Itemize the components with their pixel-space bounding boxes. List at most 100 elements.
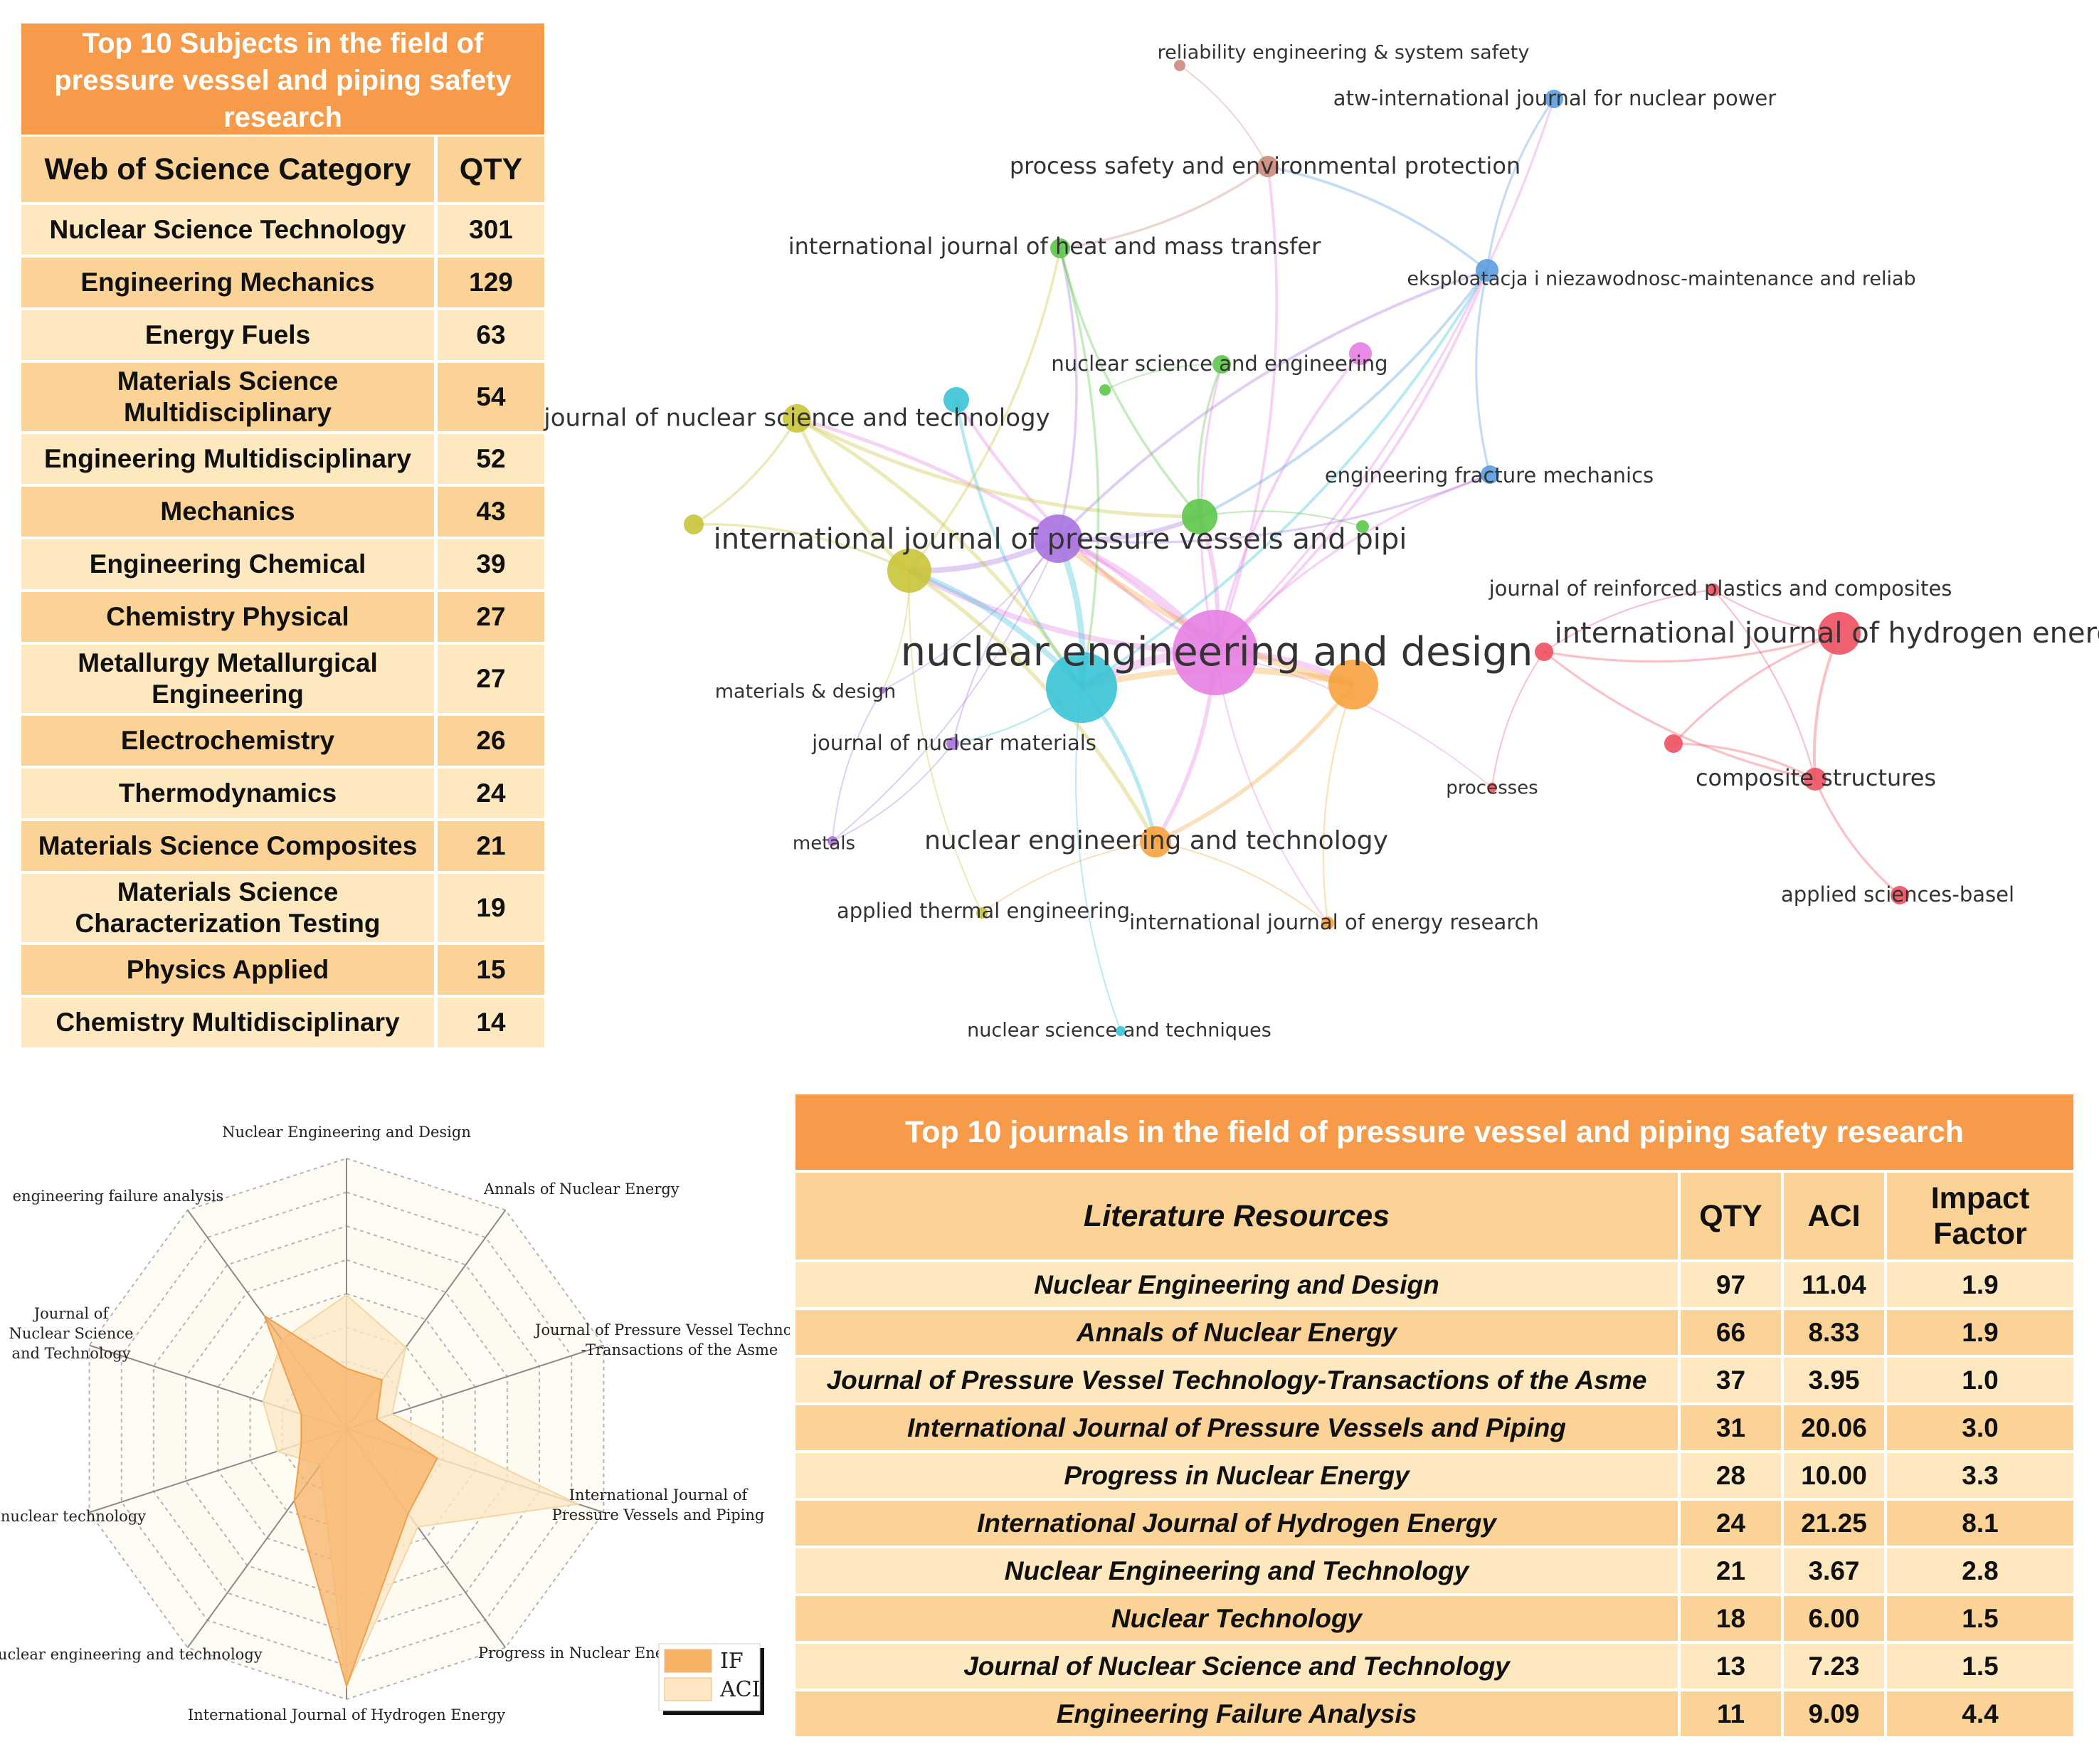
network-edge — [795, 416, 1084, 689]
resource-cell: Progress in Nuclear Energy — [795, 1453, 1678, 1498]
network-node-label: process safety and environmental protect… — [1010, 152, 1521, 179]
qty-cell: 26 — [438, 716, 544, 766]
qty-cell: 21 — [438, 821, 544, 871]
network-node-label: international journal of hydrogen energy — [1555, 617, 2099, 650]
qty-cell: 301 — [438, 205, 544, 255]
network-node — [1046, 652, 1117, 723]
table-row: Thermodynamics 24 — [21, 769, 544, 818]
network-edge — [1059, 248, 1100, 688]
table-row: Metallurgy Metallurgical Engineering 27 — [21, 645, 544, 713]
network-edge — [832, 538, 1059, 842]
qty-cell: 66 — [1681, 1310, 1781, 1355]
network-edge — [693, 418, 798, 526]
qty-cell: 52 — [438, 434, 544, 484]
aci-cell: 21.25 — [1784, 1501, 1884, 1546]
network-node — [684, 514, 704, 534]
impact-factor-cell: 1.5 — [1887, 1596, 2073, 1641]
resource-column-header: Literature Resources — [795, 1173, 1678, 1259]
impact-factor-cell: 1.9 — [1887, 1310, 2073, 1355]
category-cell: Metallurgy Metallurgical Engineering — [21, 645, 434, 713]
network-node — [1182, 499, 1217, 534]
aci-cell: 20.06 — [1784, 1405, 1884, 1450]
network-node-label: international journal of heat and mass t… — [788, 233, 1321, 260]
journals-table: Top 10 journals in the field of pressure… — [795, 1094, 2073, 1736]
table-row: Nuclear Engineering and Technology 21 3.67… — [795, 1548, 2073, 1593]
network-edge — [1059, 248, 1201, 518]
category-cell: Electrochemistry — [21, 716, 434, 766]
network-node — [1356, 520, 1369, 533]
table-row: Materials Science Characterization Testi… — [21, 874, 544, 942]
legend-label: IF — [720, 1649, 744, 1674]
qty-cell: 24 — [1681, 1501, 1781, 1546]
table-row: Journal of Nuclear Science and Technolog… — [795, 1644, 2073, 1689]
qty-cell: 97 — [1681, 1262, 1781, 1307]
network-edge — [795, 418, 911, 572]
network-node — [1707, 583, 1720, 596]
category-cell: Materials Science Multidisciplinary — [21, 363, 434, 431]
network-edge — [1214, 652, 1328, 924]
network-node-label: processes — [1446, 778, 1538, 799]
resource-cell: Engineering Failure Analysis — [795, 1691, 1678, 1736]
network-node — [1535, 643, 1553, 661]
category-cell: Materials Science Characterization Testi… — [21, 874, 434, 942]
impact-factor-column-header: Impact Factor — [1887, 1173, 2073, 1259]
impact-factor-cell: 1.9 — [1887, 1262, 2073, 1307]
qty-cell: 27 — [438, 592, 544, 642]
network-node — [1328, 660, 1378, 709]
network-edge — [1486, 98, 1555, 271]
network-edge — [981, 841, 1156, 914]
aci-cell: 8.33 — [1784, 1310, 1884, 1355]
table-row: Journal of Pressure Vessel Technology-Tr… — [795, 1358, 2073, 1403]
qty-cell: 18 — [1681, 1596, 1781, 1641]
aci-column-header: ACI — [1784, 1173, 1884, 1259]
qty-cell: 31 — [1681, 1405, 1781, 1450]
network-edge — [908, 248, 1062, 572]
radar-axis-label: Progress in Nuclear Energy — [478, 1644, 689, 1662]
table-row: Nuclear Technology 18 6.00 1.5 — [795, 1596, 2073, 1641]
network-node-label: engineering fracture mechanics — [1325, 463, 1654, 487]
radar-legend: IF ACI — [658, 1643, 764, 1715]
network-edge — [1104, 363, 1222, 391]
network-node — [1476, 259, 1498, 282]
network-node — [976, 907, 988, 919]
network-edge — [1214, 473, 1491, 654]
impact-factor-cell: 3.3 — [1887, 1453, 2073, 1498]
qty-cell: 43 — [438, 487, 544, 537]
qty-cell: 54 — [438, 363, 544, 431]
network-node — [1891, 886, 1909, 904]
table-row: Energy Fuels 63 — [21, 310, 544, 360]
table-row: Chemistry Physical 27 — [21, 592, 544, 642]
network-node — [1818, 612, 1861, 655]
category-cell: Nuclear Science Technology — [21, 205, 434, 255]
network-edge — [908, 568, 1216, 655]
network-node — [879, 687, 886, 694]
network-node — [1804, 768, 1826, 791]
radar-axis-label: International Journal of Pressure Vessels… — [552, 1486, 765, 1523]
qty-cell: 21 — [1681, 1548, 1781, 1593]
table-row: Nuclear Science Technology 301 — [21, 205, 544, 255]
subjects-table-title: Top 10 Subjects in the field of pressure… — [21, 23, 544, 134]
category-column-header: Web of Science Category — [21, 137, 434, 202]
qty-cell: 14 — [438, 998, 544, 1047]
network-edge — [1057, 248, 1078, 539]
table-row: Engineering Failure Analysis 11 9.09 4.4 — [795, 1691, 2073, 1736]
category-cell: Energy Fuels — [21, 310, 434, 360]
radar-axis-label: Journal of Pressure Vessel Technology-Tr… — [534, 1321, 790, 1358]
aci-cell: 11.04 — [1784, 1262, 1884, 1307]
network-edge — [1155, 840, 1328, 924]
network-edge — [832, 690, 883, 842]
network-node-label: applied sciences-basel — [1781, 882, 2014, 907]
category-cell: Chemistry Physical — [21, 592, 434, 642]
radar-axis-label: Nuclear Engineering and Design — [222, 1124, 471, 1141]
journals-table-title: Top 10 journals in the field of pressure… — [795, 1094, 2073, 1170]
legend-swatch-if — [664, 1649, 712, 1673]
resource-cell: Annals of Nuclear Energy — [795, 1310, 1678, 1355]
aci-cell: 9.09 — [1784, 1691, 1884, 1736]
radar-axis-label: Journal of Nuclear Science and Technology — [9, 1305, 133, 1362]
network-node — [1174, 60, 1185, 71]
network-node-label: journal of nuclear materials — [811, 731, 1096, 755]
network-node-label: nuclear engineering and design — [901, 629, 1533, 675]
network-edge — [1057, 269, 1488, 540]
network-edge — [1543, 650, 1816, 781]
network-node-label: nuclear engineering and technology — [924, 826, 1388, 855]
